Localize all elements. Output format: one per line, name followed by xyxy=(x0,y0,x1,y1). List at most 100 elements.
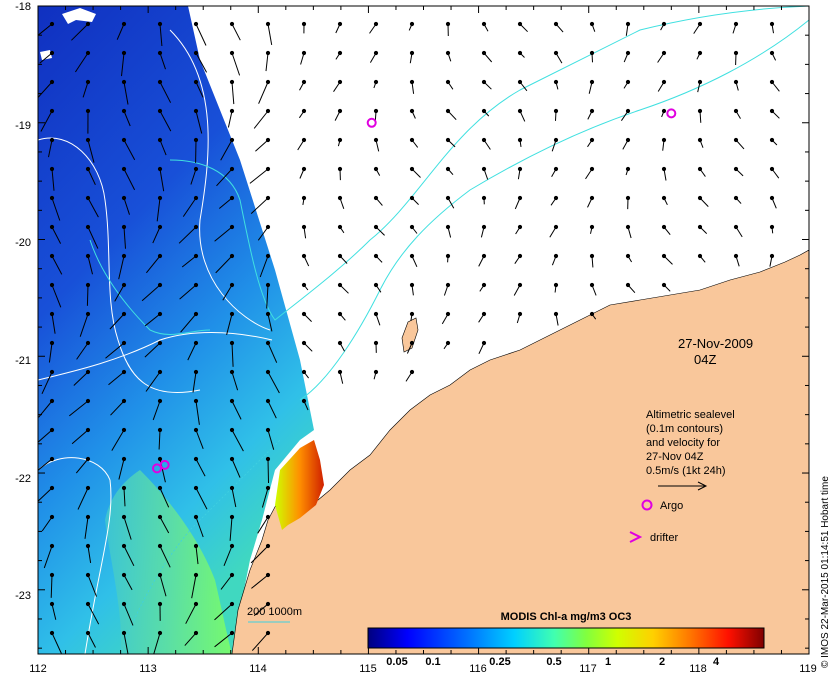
velocity-arrow xyxy=(187,342,197,361)
velocity-arrow-base xyxy=(85,427,91,433)
velocity-arrow-base xyxy=(301,21,307,27)
velocity-arrow-base xyxy=(49,514,55,520)
velocity-arrow-base xyxy=(733,79,739,85)
velocity-arrow-base xyxy=(373,369,379,375)
velocity-arrow xyxy=(250,197,269,214)
velocity-arrow-base xyxy=(85,630,91,636)
velocity-arrow xyxy=(250,545,269,564)
velocity-arrow-base xyxy=(301,398,307,404)
velocity-arrow-base xyxy=(373,224,379,230)
velocity-arrow xyxy=(214,226,233,242)
velocity-arrow-base xyxy=(337,282,343,288)
velocity-arrow-base xyxy=(85,572,91,578)
velocity-arrow xyxy=(180,313,197,333)
velocity-arrow xyxy=(71,23,89,41)
velocity-arrow-base xyxy=(589,166,595,172)
velocity-arrow-base xyxy=(157,601,163,607)
y-tick-label: -23 xyxy=(15,590,31,602)
velocity-arrow-base xyxy=(193,21,199,27)
velocity-arrow-base xyxy=(121,311,127,317)
velocity-arrow-base xyxy=(301,50,307,56)
velocity-arrow xyxy=(116,23,125,40)
velocity-arrow xyxy=(87,574,97,597)
velocity-arrow-base xyxy=(157,456,163,462)
velocity-arrow-base xyxy=(85,50,91,56)
velocity-arrow-base xyxy=(337,311,343,317)
velocity-arrow-base xyxy=(733,253,739,259)
velocity-arrow-base xyxy=(85,224,91,230)
velocity-arrow-base xyxy=(85,253,91,259)
velocity-arrow-base xyxy=(157,572,163,578)
velocity-arrow xyxy=(159,139,167,156)
colorbar: MODIS Chl-a mg/m3 OC3 0.05 0.1 0.25 0.5 … xyxy=(367,611,765,668)
velocity-arrow-base xyxy=(121,224,127,230)
velocity-arrow-base xyxy=(409,79,415,85)
velocity-arrows xyxy=(38,21,780,654)
legend-line: Altimetric sealevel xyxy=(646,409,735,421)
velocity-arrow-base xyxy=(589,311,595,317)
velocity-arrow-base xyxy=(193,311,199,317)
velocity-arrow-base xyxy=(229,572,235,578)
velocity-arrow-base xyxy=(121,427,127,433)
legend-line: 27-Nov 04Z xyxy=(646,451,704,463)
x-tick-label: 114 xyxy=(249,663,267,675)
velocity-arrow xyxy=(229,516,233,541)
velocity-arrow xyxy=(159,52,166,70)
velocity-arrow-base xyxy=(85,340,91,346)
argo-float-marker xyxy=(666,108,677,119)
velocity-arrow-base xyxy=(265,253,271,259)
velocity-arrow-base xyxy=(733,50,739,56)
velocity-arrow-base xyxy=(661,195,667,201)
velocity-arrow xyxy=(231,458,241,478)
velocity-arrow xyxy=(218,197,233,209)
velocity-arrow xyxy=(86,284,89,306)
velocity-arrow xyxy=(118,458,125,480)
velocity-arrow-base xyxy=(301,369,307,375)
velocity-arrow-base xyxy=(193,630,199,636)
velocity-arrow xyxy=(249,168,269,184)
velocity-arrow-base xyxy=(85,282,91,288)
velocity-arrow-base xyxy=(409,253,415,259)
velocity-arrow-base xyxy=(229,514,235,520)
velocity-arrow-base xyxy=(733,166,739,172)
velocity-arrow-base xyxy=(337,21,343,27)
velocity-arrow-base xyxy=(301,340,307,346)
velocity-arrow xyxy=(123,226,126,249)
velocity-arrow-base xyxy=(157,427,163,433)
velocity-arrow xyxy=(51,255,63,275)
velocity-arrow xyxy=(195,458,206,477)
velocity-arrow-base xyxy=(625,253,631,259)
velocity-arrow-base xyxy=(265,572,271,578)
colorbar-tick-label: 0.05 xyxy=(386,656,407,668)
argo-float-marker xyxy=(366,117,377,128)
velocity-arrow-base xyxy=(625,224,631,230)
velocity-arrow-base xyxy=(769,253,775,259)
x-tick-label: 119 xyxy=(799,663,817,675)
velocity-arrow-base xyxy=(121,50,127,56)
velocity-arrow-base xyxy=(301,108,307,114)
velocity-arrow-base xyxy=(769,108,775,114)
velocity-arrow xyxy=(220,574,233,590)
velocity-arrow-base xyxy=(661,137,667,143)
velocity-arrow-base xyxy=(85,369,91,375)
velocity-arrow-base xyxy=(733,108,739,114)
velocity-arrow-base xyxy=(769,166,775,172)
island xyxy=(401,317,419,353)
velocity-arrow-base xyxy=(769,50,775,56)
velocity-arrow-base xyxy=(661,108,667,114)
velocity-arrow-base xyxy=(193,224,199,230)
y-tick-label: -19 xyxy=(15,120,31,132)
velocity-arrow-base xyxy=(337,195,343,201)
velocity-arrow xyxy=(265,52,269,72)
velocity-arrow xyxy=(152,226,161,244)
velocity-arrow-base xyxy=(229,398,235,404)
velocity-arrow xyxy=(267,400,277,419)
velocity-arrow xyxy=(159,168,165,192)
velocity-arrow-base xyxy=(625,108,631,114)
velocity-arrow-base xyxy=(121,340,127,346)
velocity-arrow-base xyxy=(697,195,703,201)
velocity-arrow xyxy=(182,197,197,217)
velocity-arrow xyxy=(141,284,161,302)
velocity-arrow-base xyxy=(445,108,451,114)
velocity-arrow xyxy=(38,23,53,36)
